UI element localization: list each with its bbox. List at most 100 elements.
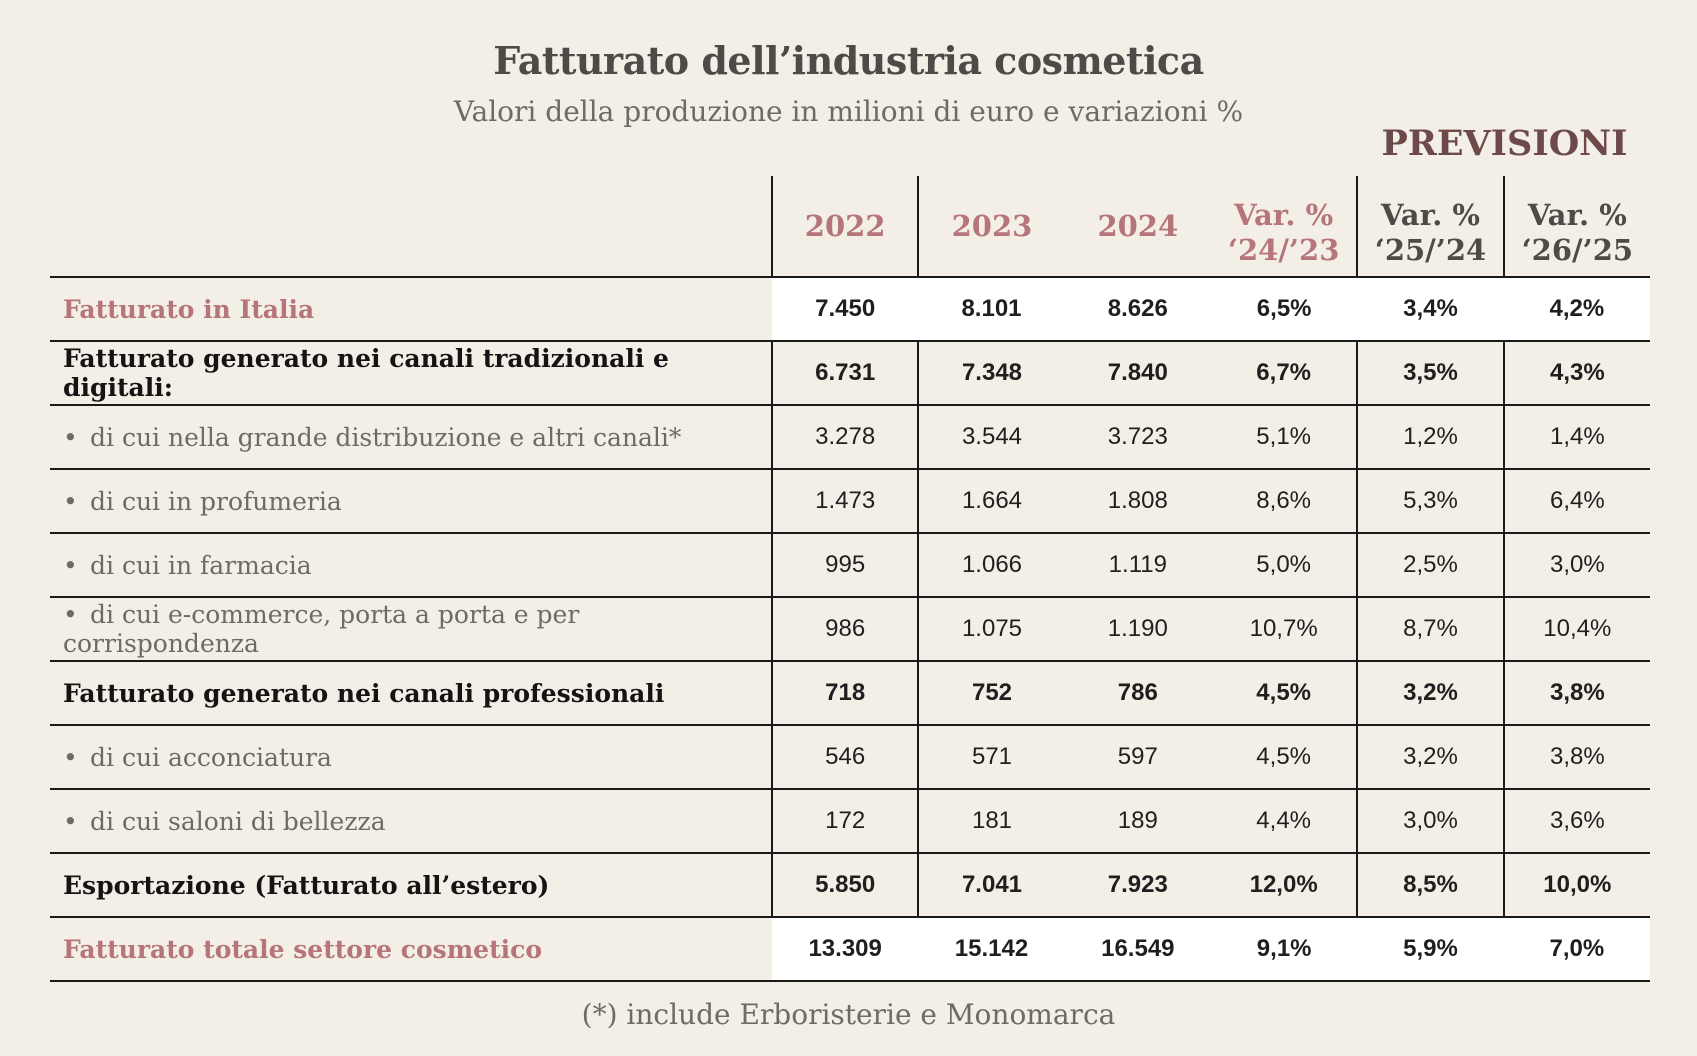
header-row: 2022 2023 2024 Var. % ‘24/’23 Var. % ‘25/’…: [50, 176, 1650, 278]
value-cell: 6.731: [770, 341, 919, 406]
value-cell: 3,5%: [1356, 341, 1504, 406]
value-cell: 986: [770, 597, 919, 662]
value-cell: 4,2%: [1503, 277, 1650, 342]
value-cell: 10,7%: [1210, 597, 1358, 662]
value-cell: 1.119: [1064, 533, 1211, 598]
row-fatturato-italia: Fatturato in Italia 7.450 8.101 8.626 6,5% 3,…: [50, 277, 1650, 342]
value-cell: 1,2%: [1356, 405, 1504, 470]
value-cell: 7.840: [1064, 341, 1211, 406]
header-label-cell: [50, 176, 772, 278]
value-cell: 8,6%: [1210, 469, 1358, 534]
row-label-text: Fatturato generato nei canali tradiziona…: [63, 344, 669, 402]
value-cell: 6,5%: [1210, 277, 1358, 342]
footnote: (*) include Erboristerie e Monomarca: [581, 998, 1116, 1031]
value-cell: 181: [917, 789, 1065, 854]
row-label: Esportazione (Fatturato all’estero): [50, 853, 772, 918]
value-cell: 8.626: [1064, 277, 1211, 342]
row-profumeria: • di cui in profumeria 1.473 1.664 1.808 8,6%…: [50, 469, 1650, 534]
value-cell: 7.450: [772, 277, 919, 342]
value-cell: 3.544: [917, 405, 1065, 470]
row-farmacia: • di cui in farmacia 995 1.066 1.119 5,0% 2,5%…: [50, 533, 1650, 598]
value-cell: 12,0%: [1210, 853, 1358, 918]
row-label-text: di cui acconciatura: [90, 742, 332, 772]
row-label: • di cui in farmacia: [50, 533, 772, 598]
row-label-text: Fatturato in Italia: [63, 294, 315, 324]
value-cell: 3,8%: [1502, 661, 1650, 726]
row-label: Fatturato in Italia: [50, 277, 772, 342]
value-cell: 3,4%: [1357, 277, 1504, 342]
value-cell: 5,9%: [1357, 917, 1504, 982]
value-cell: 5,1%: [1210, 405, 1358, 470]
value-cell: 718: [770, 661, 919, 726]
value-cell: 752: [917, 661, 1065, 726]
header-2023: 2023: [917, 176, 1065, 278]
value-cell: 4,3%: [1502, 341, 1650, 406]
value-cell: 546: [770, 725, 919, 790]
value-cell: 2,5%: [1356, 533, 1504, 598]
value-cell: 571: [917, 725, 1065, 790]
row-label: • di cui acconciatura: [50, 725, 772, 790]
row-canali-tradizionali: Fatturato generato nei canali tradiziona…: [50, 341, 1650, 406]
value-cell: 4,5%: [1210, 725, 1358, 790]
value-cell: 8.101: [918, 277, 1065, 342]
value-cell: 5,3%: [1356, 469, 1504, 534]
value-cell: 8,5%: [1356, 853, 1504, 918]
value-cell: 15.142: [918, 917, 1065, 982]
value-cell: 995: [770, 533, 919, 598]
value-cell: 3.723: [1064, 405, 1211, 470]
bullet-icon: •: [63, 600, 78, 629]
page-subtitle: Valori della produzione in milioni di eu…: [453, 95, 1244, 128]
header-2022: 2022: [770, 176, 919, 278]
value-cell: 3,8%: [1502, 725, 1650, 790]
row-label: • di cui e-commerce, porta a porta e per …: [50, 597, 772, 662]
value-cell: 172: [770, 789, 919, 854]
row-label-text: Fatturato generato nei canali profession…: [63, 678, 665, 708]
row-label: • di cui in profumeria: [50, 469, 772, 534]
row-label-text: di cui in profumeria: [90, 486, 342, 516]
revenue-table: 2022 2023 2024 Var. % ‘24/’23 Var. % ‘25/’…: [50, 176, 1650, 982]
row-grande-distribuzione: • di cui nella grande distribuzione e alt…: [50, 405, 1650, 470]
value-cell: 7,0%: [1503, 917, 1650, 982]
value-cell: 9,1%: [1210, 917, 1358, 982]
forecast-label: PREVISIONI: [1381, 123, 1628, 164]
value-cell: 10,4%: [1502, 597, 1650, 662]
row-label-text: Fatturato totale settore cosmetico: [63, 934, 543, 964]
value-cell: 1.075: [917, 597, 1065, 662]
row-label-text: di cui nella grande distribuzione e altr…: [90, 422, 682, 452]
row-fatturato-totale: Fatturato totale settore cosmetico 13.309…: [50, 917, 1650, 982]
value-cell: 3.278: [770, 405, 919, 470]
row-label-text: Esportazione (Fatturato all’estero): [63, 870, 550, 900]
page-title: Fatturato dell’industria cosmetica: [493, 38, 1204, 83]
value-cell: 3,2%: [1356, 725, 1504, 790]
row-label-text: di cui in farmacia: [90, 550, 312, 580]
value-cell: 3,6%: [1502, 789, 1650, 854]
value-cell: 6,4%: [1502, 469, 1650, 534]
header-var-26-25: Var. % ‘26/’25: [1502, 176, 1650, 278]
row-saloni-bellezza: • di cui saloni di bellezza 172 181 189 4,4% 3…: [50, 789, 1650, 854]
bullet-icon: •: [63, 806, 78, 836]
value-cell: 1.808: [1064, 469, 1211, 534]
header-var-25-24: Var. % ‘25/’24: [1356, 176, 1504, 278]
header-var-24-23: Var. % ‘24/’23: [1210, 176, 1358, 278]
value-cell: 16.549: [1064, 917, 1211, 982]
value-cell: 189: [1064, 789, 1211, 854]
value-cell: 5,0%: [1210, 533, 1358, 598]
row-label: Fatturato generato nei canali tradiziona…: [50, 341, 772, 406]
bullet-icon: •: [63, 486, 78, 516]
value-cell: 1,4%: [1502, 405, 1650, 470]
value-cell: 597: [1064, 725, 1211, 790]
value-cell: 4,5%: [1210, 661, 1358, 726]
bullet-icon: •: [63, 422, 78, 452]
value-cell: 1.664: [917, 469, 1065, 534]
row-label-text: di cui saloni di bellezza: [90, 806, 386, 836]
row-label: • di cui saloni di bellezza: [50, 789, 772, 854]
row-label: Fatturato totale settore cosmetico: [50, 917, 772, 982]
value-cell: 1.066: [917, 533, 1065, 598]
row-label-text: di cui e-commerce, porta a porta e per c…: [63, 600, 580, 658]
header-2024: 2024: [1064, 176, 1211, 278]
value-cell: 4,4%: [1210, 789, 1358, 854]
value-cell: 8,7%: [1356, 597, 1504, 662]
row-canali-professionali: Fatturato generato nei canali profession…: [50, 661, 1650, 726]
bullet-icon: •: [63, 742, 78, 772]
value-cell: 7.923: [1064, 853, 1211, 918]
